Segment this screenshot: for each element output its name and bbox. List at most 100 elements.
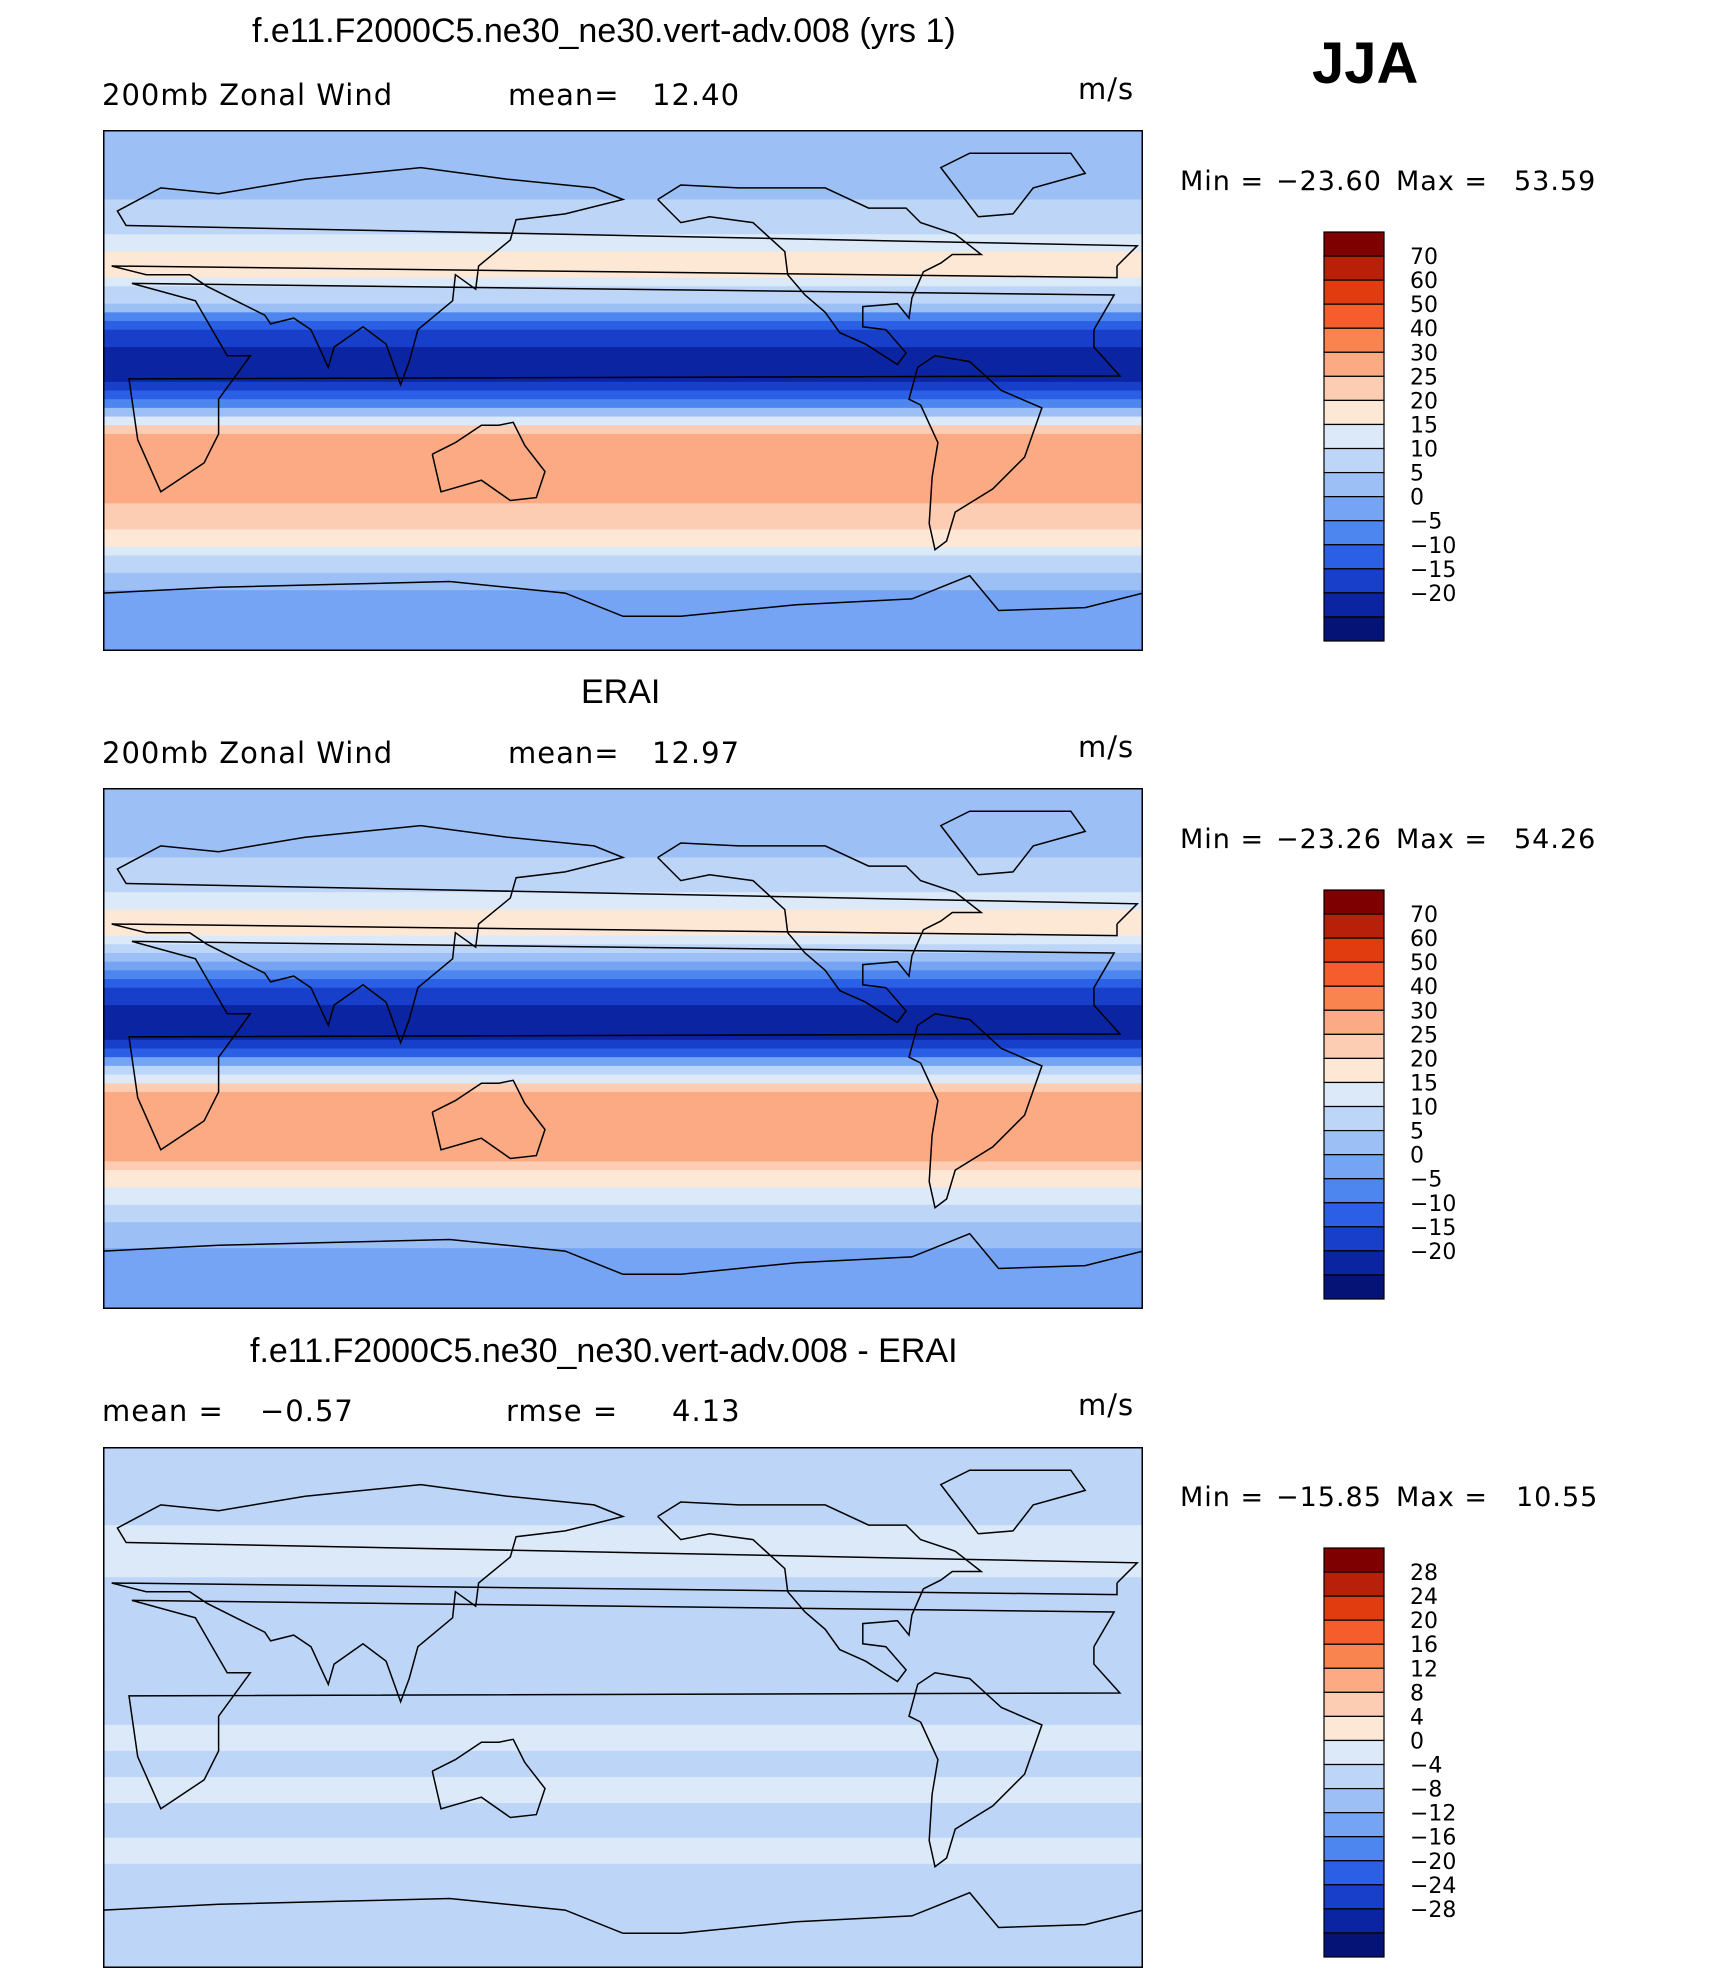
colorbar-swatch <box>1323 1763 1385 1790</box>
colorbar-swatch <box>1323 1860 1385 1886</box>
contour-band <box>103 1542 1143 1552</box>
contour-band <box>103 216 1143 227</box>
contour-band <box>103 624 1143 635</box>
coast-north-america <box>657 842 984 1024</box>
contour-band <box>103 1785 1143 1795</box>
colorbar-swatch <box>1323 1250 1385 1276</box>
colorbar-label: 10 <box>1410 1096 1438 1121</box>
contour-band <box>103 1820 1143 1830</box>
coast-antarctica <box>103 574 1143 618</box>
contour-band <box>103 208 1143 218</box>
contour-band <box>103 433 1143 444</box>
contour-band <box>103 416 1143 426</box>
contour-band <box>103 840 1143 850</box>
coast-greenland <box>939 810 1087 876</box>
panel3-title: f.e11.F2000C5.ne30_ne30.vert-adv.008 - E… <box>250 1332 958 1370</box>
coast-south-america <box>908 355 1043 551</box>
colorbar-swatch <box>1323 351 1385 377</box>
contour-band <box>103 1065 1143 1076</box>
colorbar-label: 20 <box>1410 1047 1438 1072</box>
panel1-max-label: Max = <box>1396 166 1489 197</box>
colorbar-swatch <box>1323 303 1385 329</box>
contour-band <box>103 1768 1143 1778</box>
contour-band <box>103 555 1143 565</box>
colorbar-swatch <box>1323 1202 1385 1228</box>
contour-band <box>103 1144 1143 1154</box>
contour-band <box>103 1655 1143 1665</box>
colorbar-swatch <box>1323 1619 1385 1645</box>
colorbar-label: −16 <box>1410 1826 1456 1851</box>
contour-band <box>103 1551 1143 1561</box>
contour-band <box>103 935 1143 945</box>
colorbar-swatch <box>1323 937 1385 963</box>
colorbar-label: 60 <box>1410 269 1438 294</box>
colorbar-swatch <box>1323 1595 1385 1621</box>
contour-band <box>103 1568 1143 1578</box>
contour-band <box>103 329 1143 339</box>
contour-band <box>103 1048 1143 1058</box>
contour-band <box>103 581 1143 591</box>
coast-antarctica <box>103 1891 1143 1935</box>
colorbar-label: 25 <box>1410 1023 1438 1048</box>
contour-band <box>103 1603 1143 1613</box>
contour-band <box>103 173 1143 183</box>
contour-band <box>103 1863 1143 1874</box>
colorbar-swatch <box>1323 1884 1385 1910</box>
contour-band <box>103 260 1143 270</box>
contour-band <box>103 477 1143 487</box>
contour-band <box>103 1559 1143 1570</box>
contour-band <box>103 1039 1143 1050</box>
contour-band <box>103 1855 1143 1865</box>
colorbar-swatch <box>1323 1643 1385 1669</box>
panel1-min-label: Min = <box>1180 166 1265 197</box>
colorbar-swatch <box>1323 375 1385 402</box>
panel2-mean-value: 12.97 <box>652 736 741 770</box>
coast-africa <box>128 282 1122 493</box>
contour-band <box>103 1716 1143 1726</box>
contour-band <box>103 944 1143 954</box>
contour-band <box>103 138 1143 148</box>
colorbar-label: 5 <box>1410 1120 1424 1145</box>
contour-band <box>103 381 1143 392</box>
contour-band <box>103 459 1143 470</box>
contour-band <box>103 1507 1143 1518</box>
contour-band <box>103 1022 1143 1032</box>
panel1-variable: 200mb Zonal Wind <box>102 78 394 112</box>
colorbar-swatch <box>1323 1105 1385 1132</box>
contour-band <box>103 996 1143 1006</box>
contour-band <box>103 822 1143 833</box>
contour-band <box>103 1196 1143 1206</box>
colorbar-label: −5 <box>1410 1168 1442 1193</box>
contour-band <box>103 1959 1143 1968</box>
contour-band <box>103 572 1143 583</box>
contour-band <box>103 987 1143 997</box>
contour-band <box>103 347 1143 357</box>
colorbar-label: −12 <box>1410 1802 1456 1827</box>
contour-band <box>103 831 1143 841</box>
contour-band <box>103 1577 1143 1587</box>
contour-band <box>103 979 1143 989</box>
coast-north-america <box>657 184 984 366</box>
contour-band <box>103 190 1143 201</box>
contour-band <box>103 468 1143 478</box>
panel3-map <box>103 1447 1143 1968</box>
contour-band <box>103 1638 1143 1648</box>
colorbar-swatch <box>1323 616 1385 642</box>
contour-band <box>103 1135 1143 1145</box>
panel1-max-value: 53.59 <box>1514 166 1597 197</box>
colorbar-swatch <box>1323 568 1385 594</box>
contour-band <box>103 1533 1143 1544</box>
colorbar-swatch <box>1323 1226 1385 1252</box>
contour-band <box>103 1161 1143 1171</box>
colorbar-swatch <box>1323 1932 1385 1958</box>
panel1-min-value: −23.60 <box>1276 166 1382 197</box>
colorbar-label: −15 <box>1410 1216 1456 1241</box>
contour-band <box>103 1846 1143 1856</box>
colorbar-label: −15 <box>1410 558 1456 583</box>
contour-band <box>103 1881 1143 1891</box>
contour-band <box>103 1915 1143 1926</box>
contour-band <box>103 199 1143 209</box>
colorbar-swatch <box>1323 1129 1385 1156</box>
panel3-max-label: Max = <box>1396 1482 1489 1513</box>
colorbar-label: 10 <box>1410 438 1438 463</box>
